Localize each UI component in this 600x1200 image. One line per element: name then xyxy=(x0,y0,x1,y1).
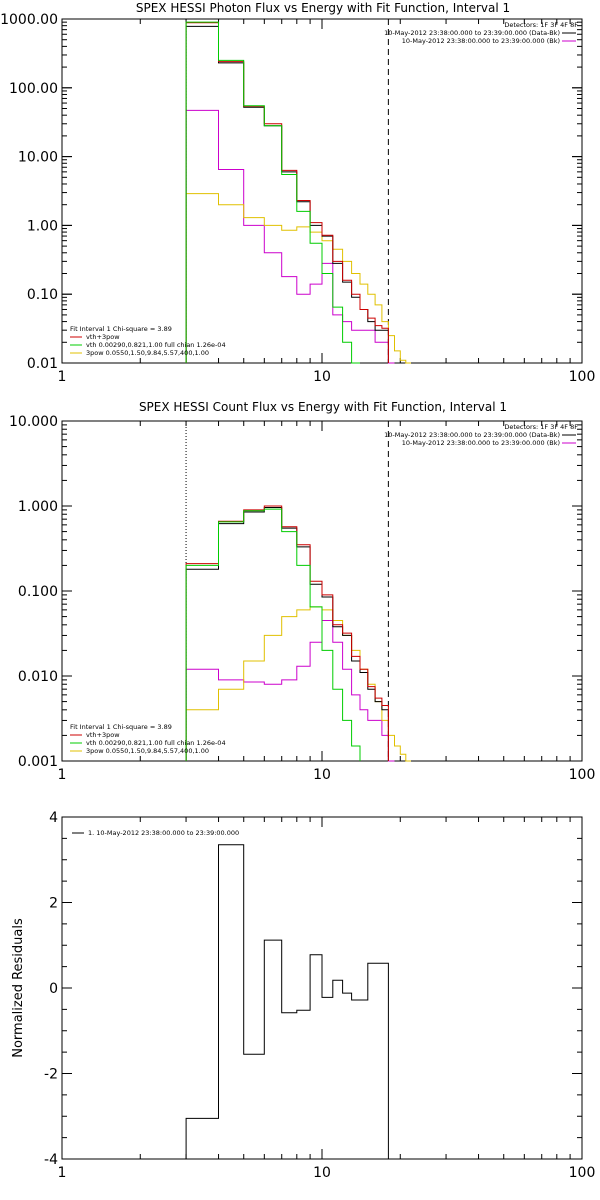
count-flux-series xyxy=(185,421,411,762)
detectors-label: Detectors: 1F 3F 4F 8F xyxy=(504,21,578,29)
y-tick-label: 0.10 xyxy=(27,287,58,303)
y-tick-label: 1.00 xyxy=(27,218,58,234)
series-data-line xyxy=(185,507,389,761)
y-tick-label: 100.00 xyxy=(9,81,58,97)
y-tick-label: 0.001 xyxy=(18,754,58,770)
x-tick-label: 100 xyxy=(569,1165,596,1181)
residuals-legend: 1. 10-May-2012 23:38:00.000 to 23:39:00.… xyxy=(72,829,239,837)
count-flux-axes: 1 10 100 0.001 0.010 0.100 1.000 10.000 xyxy=(9,414,595,783)
x-tick-label: 1 xyxy=(58,1165,67,1181)
series-bk-line xyxy=(185,109,395,364)
series-vth-line xyxy=(185,508,361,761)
y-tick-label: 0 xyxy=(49,981,58,997)
y-tick-label: -4 xyxy=(44,1152,58,1168)
series-vth-line xyxy=(185,21,360,364)
residuals-legend-label: 1. 10-May-2012 23:38:00.000 to 23:39:00.… xyxy=(88,829,239,837)
fit-legend-header: Fit Interval 1 Chi-square = 3.89 xyxy=(70,325,172,333)
fit-legend-label: vth 0.00290,0.821,1.00 full chian 1.26e-… xyxy=(86,341,226,349)
y-tick-label: 10.00 xyxy=(18,150,58,166)
x-tick-label: 10 xyxy=(313,767,331,783)
fit-legend-label: vth+3pow xyxy=(86,731,120,739)
series-total-line xyxy=(185,505,389,761)
count-flux-panel: SPEX HESSI Count Flux vs Energy with Fit… xyxy=(9,400,595,783)
count-flux-title: SPEX HESSI Count Flux vs Energy with Fit… xyxy=(139,400,507,414)
top-legend-label: 10-May-2012 23:38:00.000 to 23:39:00.000… xyxy=(384,431,560,439)
photon-flux-title: SPEX HESSI Photon Flux vs Energy with Fi… xyxy=(136,1,510,15)
x-tick-label: 1 xyxy=(58,767,67,783)
y-tick-label: 2 xyxy=(49,896,58,912)
fit-legend-label: 3pow 0.0550,1.50,9.84,5.57,400,1.00 xyxy=(86,747,209,755)
fit-legend-label: vth+3pow xyxy=(86,333,120,341)
y-tick-label: 0.010 xyxy=(18,669,58,685)
series-data-line xyxy=(185,25,389,363)
y-tick-label: -2 xyxy=(44,1067,58,1083)
y-tick-label: 0.100 xyxy=(18,584,58,600)
fit-legend-header: Fit Interval 1 Chi-square = 3.89 xyxy=(70,723,172,731)
photon-flux-series xyxy=(185,19,411,364)
fit-legend-label: 3pow 0.0550,1.50,9.84,5.57,400,1.00 xyxy=(86,349,209,357)
fit-legend-label: vth 0.00290,0.821,1.00 full chian 1.26e-… xyxy=(86,739,226,747)
y-tick-label: 0.01 xyxy=(27,356,58,372)
x-tick-label: 10 xyxy=(313,1165,331,1181)
photon-flux-plot-area xyxy=(61,18,583,364)
photon-flux-panel: SPEX HESSI Photon Flux vs Energy with Fi… xyxy=(0,1,595,385)
y-tick-label: 10.000 xyxy=(9,414,58,430)
photon-flux-axes: 1 10 100 0.01 0.10 1.00 10.00 100.00 1000.00 xyxy=(0,12,595,385)
x-tick-label: 100 xyxy=(569,369,596,385)
x-tick-label: 1 xyxy=(58,369,67,385)
residuals-axes: 1 10 100 -4 -2 0 2 4 xyxy=(44,810,595,1181)
series-pow-line xyxy=(185,193,411,364)
top-legend-label: 10-May-2012 23:38:00.000 to 23:39:00.000… xyxy=(402,37,560,45)
series-total-line xyxy=(185,22,389,363)
top-legend-label: 10-May-2012 23:38:00.000 to 23:39:00.000… xyxy=(402,439,560,447)
y-tick-label: 1.000 xyxy=(18,499,58,515)
y-tick-label: 1000.00 xyxy=(0,12,58,28)
top-legend-label: 10-May-2012 23:38:00.000 to 23:39:00.000… xyxy=(384,29,560,37)
x-tick-label: 100 xyxy=(569,767,596,783)
series-pow-line xyxy=(185,606,411,762)
y-tick-label: 4 xyxy=(49,810,58,826)
residuals-line xyxy=(185,844,389,1159)
x-tick-label: 10 xyxy=(313,369,331,385)
residuals-series xyxy=(185,844,389,1159)
residuals-panel: Normalized Residuals 1 10 100 -4 -2 0 2 4 1. 10… xyxy=(11,810,595,1181)
residuals-ylabel: Normalized Residuals xyxy=(11,918,26,1058)
detectors-label: Detectors: 1F 3F 4F 8F xyxy=(504,423,578,431)
